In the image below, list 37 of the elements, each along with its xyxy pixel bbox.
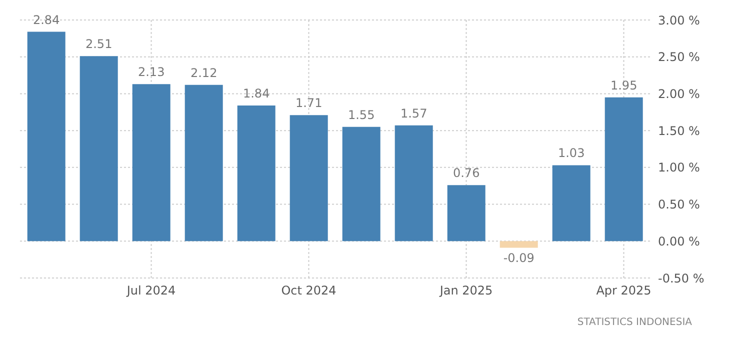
y-tick-label: 2.00 % [658,86,700,101]
bar [27,32,66,242]
bar [80,56,118,242]
bar [342,126,380,242]
y-tick-label: 0.00 % [658,234,700,248]
y-tick-label: 1.00 % [658,160,700,175]
data-label: 2.51 [85,37,112,52]
bar [394,125,433,242]
data-label: -0.09 [503,250,534,265]
y-tick-label: 3.00 % [658,13,700,28]
data-label: 1.03 [558,146,585,160]
bar [447,185,486,242]
bar [132,84,170,242]
data-label: 1.71 [295,96,322,110]
x-tick-label: Oct 2024 [281,284,336,298]
text: STATISTICS INDONESIA [577,317,692,328]
data-label: 1.95 [610,78,638,92]
data-label: 2.84 [32,12,60,27]
bar [604,97,643,242]
y-tick-label: 0.50 % [658,198,700,212]
data-label: 2.13 [138,65,165,80]
data-label: 1.55 [348,108,375,122]
y-tick-label: 2.50 % [658,50,700,64]
bar [290,115,328,242]
bar [500,241,538,248]
x-tick-label: Jan 2025 [438,284,493,298]
data-label: 1.57 [400,106,428,120]
x-tick-label: Apr 2025 [596,284,652,298]
y-tick-label: 1.50 % [658,124,700,138]
bar [184,84,223,242]
data-label: 2.12 [190,66,218,80]
bar [552,165,590,242]
data-label: 0.76 [452,166,480,180]
x-tick-label: Jul 2024 [126,284,176,298]
bar [237,106,276,242]
data-label: 1.84 [242,86,270,101]
y-tick-label: -0.50 % [658,271,704,286]
